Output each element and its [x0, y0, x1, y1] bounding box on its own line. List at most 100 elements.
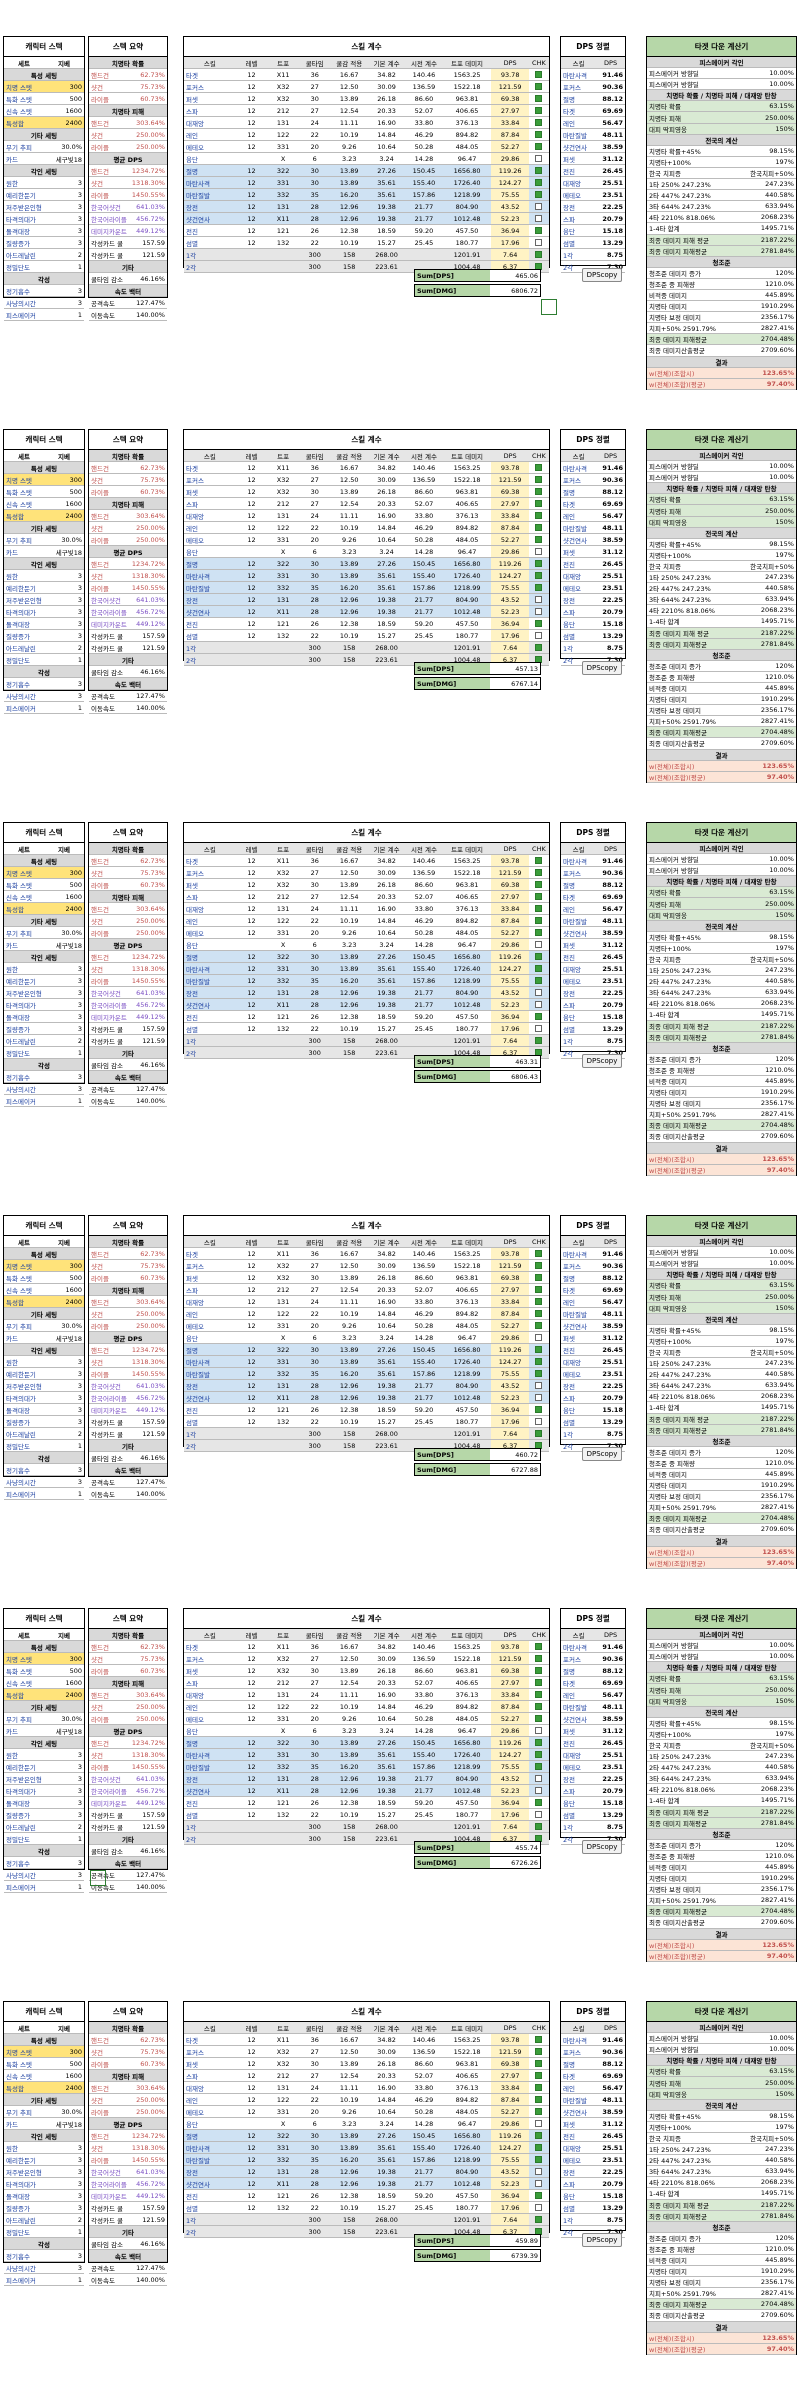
stat-value[interactable]: 2400 — [48, 1689, 84, 1700]
stat-value[interactable]: 30.0% — [61, 2107, 82, 2116]
stat-value[interactable]: 30.0% — [61, 928, 82, 937]
skill-check-cell[interactable] — [529, 1428, 549, 1439]
skill-check-cell[interactable] — [529, 141, 549, 152]
skill-lv[interactable]: 12 — [247, 1285, 256, 1294]
checkbox-icon[interactable] — [535, 2216, 543, 2223]
stat-value[interactable]: 3 — [77, 976, 82, 985]
checkbox-icon[interactable] — [535, 977, 543, 984]
skill-check-cell[interactable] — [529, 1677, 549, 1688]
skill-check-cell[interactable] — [529, 618, 549, 629]
dps-copy-button[interactable]: DPScopy — [582, 1054, 622, 1068]
skill-lv[interactable]: 12 — [247, 571, 256, 580]
skill-lv[interactable]: 12 — [247, 1642, 256, 1651]
checkbox-icon[interactable] — [535, 2108, 543, 2115]
skill-lv[interactable]: 12 — [247, 1321, 256, 1330]
checkbox-icon[interactable] — [535, 251, 543, 258]
stat-value[interactable]: 3 — [77, 298, 82, 307]
checkbox-icon[interactable] — [535, 596, 543, 603]
checkbox-icon[interactable] — [535, 1298, 543, 1305]
stat-value[interactable]: 세구빛18 — [55, 155, 82, 164]
stat-value[interactable]: 3 — [77, 214, 82, 223]
skill-check-cell[interactable] — [529, 1773, 549, 1784]
stat-value[interactable]: 3 — [77, 1798, 82, 1807]
stat-value[interactable]: 세구빛18 — [55, 548, 82, 557]
dps-copy-button[interactable]: DPScopy — [582, 2233, 622, 2247]
skill-check-cell[interactable] — [529, 1701, 549, 1712]
stat-value[interactable]: 3 — [77, 1369, 82, 1378]
checkbox-icon[interactable] — [535, 857, 543, 864]
skill-check-cell[interactable] — [529, 69, 549, 80]
stat-value[interactable]: 3 — [77, 1024, 82, 1033]
skill-lv[interactable]: 12 — [247, 214, 256, 223]
checkbox-icon[interactable] — [535, 2096, 543, 2103]
stat-value[interactable]: 500 — [69, 2059, 82, 2068]
skill-check-cell[interactable] — [529, 498, 549, 509]
skill-check-cell[interactable] — [529, 1404, 549, 1415]
skill-check-cell[interactable] — [529, 201, 549, 212]
stat-value[interactable]: 2400 — [48, 117, 84, 128]
checkbox-icon[interactable] — [535, 119, 543, 126]
checkbox-icon[interactable] — [535, 2072, 543, 2079]
skill-lv[interactable]: 12 — [247, 952, 256, 961]
skill-lv[interactable]: 12 — [247, 595, 256, 604]
checkbox-icon[interactable] — [535, 476, 543, 483]
skill-check-cell[interactable] — [529, 2142, 549, 2153]
skill-lv[interactable]: 12 — [247, 1393, 256, 1402]
skill-check-cell[interactable] — [529, 606, 549, 617]
skill-check-cell[interactable] — [529, 81, 549, 92]
stat-value[interactable]: 3 — [77, 2191, 82, 2200]
skill-lv[interactable]: 12 — [247, 226, 256, 235]
stat-value[interactable]: 3 — [77, 571, 82, 580]
skill-check-cell[interactable] — [529, 522, 549, 533]
stat-value[interactable]: 3 — [77, 226, 82, 235]
skill-check-cell[interactable] — [529, 1320, 549, 1331]
skill-check-cell[interactable] — [529, 93, 549, 104]
checkbox-icon[interactable] — [535, 1667, 543, 1674]
stat-value[interactable]: 3 — [77, 1477, 82, 1486]
skill-check-cell[interactable] — [529, 1809, 549, 1820]
skill-check-cell[interactable] — [529, 1011, 549, 1022]
checkbox-icon[interactable] — [535, 881, 543, 888]
skill-lv[interactable] — [236, 546, 268, 557]
skill-check-cell[interactable] — [529, 570, 549, 581]
stat-value[interactable]: 1600 — [65, 106, 82, 115]
stat-value[interactable]: 세구빛18 — [55, 2120, 82, 2129]
stat-value[interactable]: 3 — [77, 583, 82, 592]
stat-value[interactable]: 30.0% — [61, 142, 82, 151]
skill-lv[interactable]: 12 — [247, 94, 256, 103]
skill-check-cell[interactable] — [529, 594, 549, 605]
skill-check-cell[interactable] — [529, 879, 549, 890]
checkbox-icon[interactable] — [535, 1775, 543, 1782]
skill-lv[interactable] — [236, 2214, 268, 2225]
checkbox-icon[interactable] — [535, 1727, 543, 1734]
checkbox-icon[interactable] — [535, 488, 543, 495]
skill-check-cell[interactable] — [529, 546, 549, 557]
stat-value[interactable]: 2 — [77, 1429, 82, 1438]
checkbox-icon[interactable] — [535, 2036, 543, 2043]
checkbox-icon[interactable] — [535, 917, 543, 924]
checkbox-icon[interactable] — [535, 644, 543, 651]
checkbox-icon[interactable] — [535, 560, 543, 567]
checkbox-icon[interactable] — [535, 1739, 543, 1746]
skill-lv[interactable] — [236, 1821, 268, 1832]
checkbox-icon[interactable] — [535, 464, 543, 471]
checkbox-icon[interactable] — [535, 512, 543, 519]
stat-value[interactable]: 3 — [77, 1762, 82, 1771]
stat-value[interactable]: 3 — [77, 691, 82, 700]
skill-check-cell[interactable] — [529, 963, 549, 974]
skill-check-cell[interactable] — [529, 1713, 549, 1724]
checkbox-icon[interactable] — [535, 1715, 543, 1722]
stat-value[interactable]: 2 — [77, 250, 82, 259]
skill-check-cell[interactable] — [529, 1308, 549, 1319]
stat-value[interactable]: 500 — [69, 1666, 82, 1675]
skill-check-cell[interactable] — [529, 165, 549, 176]
dps-copy-button[interactable]: DPScopy — [582, 1840, 622, 1854]
skill-lv[interactable]: 12 — [247, 1702, 256, 1711]
skill-lv[interactable]: 12 — [247, 2059, 256, 2068]
skill-check-cell[interactable] — [529, 249, 549, 260]
dps-copy-button[interactable]: DPScopy — [582, 661, 622, 675]
skill-check-cell[interactable] — [529, 1035, 549, 1046]
skill-check-cell[interactable] — [529, 915, 549, 926]
skill-check-cell[interactable] — [529, 2154, 549, 2165]
stat-value[interactable]: 1 — [77, 1441, 82, 1450]
